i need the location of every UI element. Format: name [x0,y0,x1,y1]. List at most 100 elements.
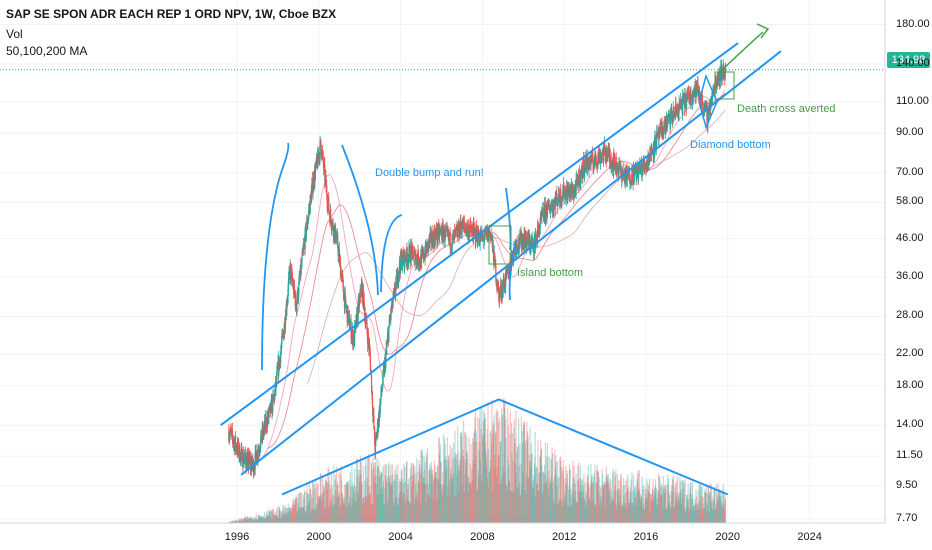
candle-body [296,303,298,312]
volume-bar [463,420,465,523]
volume-bar [253,518,255,523]
volume-bar [524,490,526,523]
island-bottom-box[interactable] [488,225,512,265]
volume-bar [634,485,636,523]
volume-bar [373,476,375,523]
volume-bar [306,505,308,523]
candle-body [260,438,262,449]
candle-body [434,233,436,245]
volume-bar [399,478,401,523]
ma-indicator-label[interactable]: 50,100,200 MA [6,44,88,58]
volume-bar [641,507,644,523]
volume-bar [246,520,248,523]
volume-bar [425,484,427,523]
candle-body [492,240,494,249]
volume-bar [722,489,725,523]
volume-bar [636,478,638,523]
volume-bar [654,493,656,523]
volume-indicator-label[interactable]: Vol [6,27,23,41]
volume-bar [339,474,342,523]
candle-body [606,156,609,162]
volume-bar [334,474,336,523]
candle-body [260,430,263,442]
projection-arrow[interactable] [721,31,764,71]
volume-bar [472,460,474,523]
volume-bar [585,503,587,523]
volume-bar [642,489,644,523]
volume-bar [252,518,255,523]
volume-bar [671,495,673,523]
volume-bar [230,521,233,523]
volume-bar [602,473,604,523]
candle-body [669,114,672,127]
volume-bar [646,478,648,523]
candle-body [605,150,607,158]
candle-body [521,238,523,245]
volume-bar [645,493,647,523]
volume-bar [582,492,584,523]
candle-body [524,239,526,249]
bump-curve-left[interactable] [261,142,290,371]
volume-bar [246,516,248,523]
volume-bar [437,479,439,523]
volume-bar [536,467,539,523]
candle-body [255,449,257,456]
volume-bar [356,458,358,523]
bump-curve-3[interactable] [505,187,512,251]
volume-bar [394,481,396,523]
candle-body [531,241,533,245]
volume-bar [597,470,599,523]
volume-bar [521,484,523,523]
volume-bar [416,500,419,523]
volume-bar [485,452,487,523]
volume-bar [324,507,327,523]
volume-bar [291,507,294,523]
candle-body [426,242,428,254]
volume-bar [428,471,430,523]
volume-triangle-line[interactable] [281,398,729,496]
candle-body [293,284,296,293]
volume-bar [368,456,370,523]
volume-bar [645,497,648,523]
volume-bar [380,489,382,523]
candle-body [568,189,570,193]
volume-bar [698,485,700,523]
death-cross-box[interactable] [714,71,735,100]
candle-body [243,458,245,461]
volume-bar [535,465,537,523]
volume-bar [401,470,403,523]
candle-body [365,318,367,322]
channel-upper-line[interactable] [220,42,739,427]
volume-bar [241,518,243,523]
bump-curve-right[interactable] [341,144,379,296]
bump-curve-right-2[interactable] [380,214,403,293]
volume-bar [560,501,562,523]
volume-bar [622,485,624,523]
time-tick-label: 2000 [306,531,332,543]
volume-bar [639,500,642,523]
volume-bar [600,503,602,523]
volume-bar [575,473,577,523]
volume-bar [528,454,530,523]
volume-bar [628,502,630,523]
volume-bar [638,491,640,523]
volume-bar [247,516,249,523]
volume-bar [542,471,544,523]
volume-bar [534,457,536,523]
volume-bar [358,481,360,523]
candle-body [614,158,616,164]
bump-curve-4[interactable] [508,239,517,301]
volume-bars [228,397,727,523]
volume-bar [457,451,459,523]
candle-body [449,231,451,249]
volume-bar [365,457,367,523]
volume-bar [232,521,234,523]
diamond-bottom-shape[interactable] [698,73,718,130]
volume-bar [661,493,663,523]
price-tick-label: 58.00 [896,195,924,208]
volume-bar [348,502,350,523]
volume-bar [357,492,360,523]
volume-bar [442,484,444,523]
volume-bar [676,503,678,523]
